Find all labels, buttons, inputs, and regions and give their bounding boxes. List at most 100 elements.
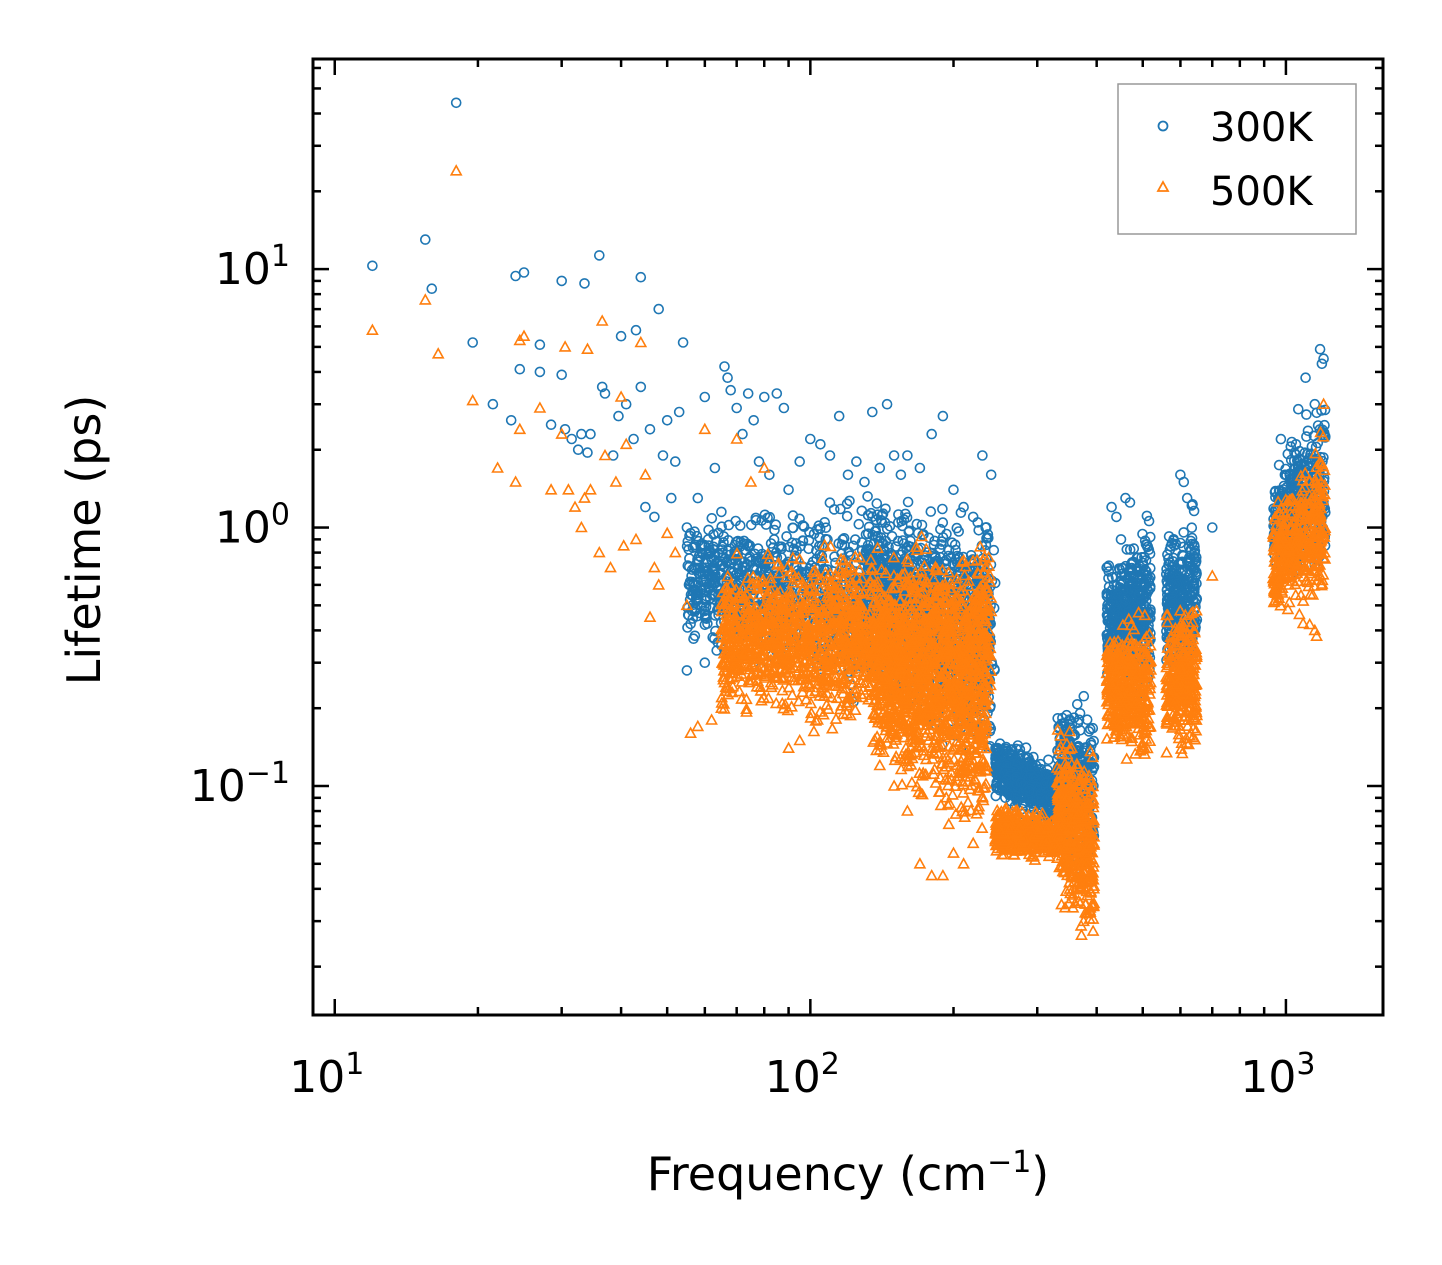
point-300K	[756, 563, 768, 574]
point-300K	[1314, 343, 1326, 355]
point-500K	[982, 559, 996, 571]
point-300K	[951, 522, 963, 534]
point-300K	[770, 547, 782, 558]
point-500K	[741, 571, 755, 583]
point-500K	[901, 555, 915, 567]
point-300K	[693, 550, 705, 562]
point-300K	[1178, 476, 1190, 488]
point-300K	[742, 388, 754, 399]
point-300K	[815, 438, 826, 450]
point-300K	[925, 506, 937, 517]
point-300K	[1138, 576, 1149, 588]
point-300K	[1309, 398, 1321, 410]
data-points	[366, 97, 1332, 940]
point-300K	[706, 512, 718, 524]
point-300K	[1020, 742, 1032, 754]
point-300K	[869, 526, 881, 537]
point-500K	[753, 680, 767, 692]
point-300K	[697, 568, 709, 580]
point-300K	[1186, 500, 1198, 511]
point-300K	[985, 469, 997, 481]
point-300K	[1137, 528, 1148, 540]
point-300K	[1285, 441, 1297, 452]
point-300K	[1106, 501, 1117, 513]
point-300K	[811, 545, 822, 556]
point-300K	[713, 527, 724, 539]
point-300K	[849, 534, 861, 545]
point-300K	[753, 456, 765, 467]
point-300K	[997, 784, 1009, 796]
point-300K	[716, 521, 728, 533]
point-300K	[731, 402, 743, 414]
point-500K	[853, 551, 867, 563]
point-300K	[1043, 754, 1054, 766]
point-300K	[1004, 789, 1015, 801]
point-300K	[613, 410, 624, 422]
point-300K	[702, 534, 714, 545]
point-300K	[841, 498, 853, 510]
point-300K	[843, 546, 855, 558]
point-500K	[885, 581, 898, 594]
point-300K	[695, 600, 706, 611]
point-300K	[699, 391, 711, 403]
point-300K	[1173, 564, 1185, 575]
point-300K	[1188, 581, 1200, 592]
point-300K	[988, 544, 1000, 556]
point-300K	[736, 564, 748, 576]
point-300K	[576, 428, 587, 440]
point-300K	[1103, 560, 1115, 572]
point-300K	[1139, 551, 1150, 563]
point-300K	[833, 410, 845, 422]
point-300K	[1102, 628, 1113, 640]
point-300K	[1302, 425, 1314, 437]
point-300K	[1106, 571, 1118, 583]
point-300K	[862, 491, 873, 502]
point-300K	[1142, 541, 1153, 553]
point-300K	[607, 450, 619, 461]
point-300K	[881, 398, 893, 410]
point-300K	[992, 750, 1004, 761]
point-300K	[1191, 578, 1202, 589]
point-300K	[1004, 783, 1016, 795]
point-300K	[937, 503, 948, 515]
point-500K	[799, 693, 813, 705]
point-300K	[967, 511, 979, 523]
point-300K	[750, 514, 762, 526]
point-300K	[1128, 543, 1140, 554]
point-300K	[1000, 743, 1011, 755]
point-500K	[816, 551, 830, 563]
point-300K	[1137, 567, 1149, 578]
point-300K	[886, 530, 898, 542]
point-300K	[722, 372, 733, 384]
point-300K	[941, 528, 952, 540]
point-300K	[717, 547, 728, 559]
point-300K	[814, 523, 826, 534]
point-300K	[781, 531, 792, 542]
point-300K	[630, 324, 642, 336]
point-300K	[1185, 544, 1197, 555]
point-300K	[1024, 785, 1035, 797]
point-300K	[762, 512, 773, 524]
point-300K	[692, 492, 704, 504]
point-300K	[844, 495, 855, 507]
point-300K	[880, 503, 891, 515]
point-300K	[1314, 424, 1326, 435]
point-300K	[981, 532, 992, 544]
point-300K	[803, 534, 815, 546]
point-300K	[599, 388, 611, 399]
point-300K	[804, 526, 815, 538]
point-300K	[1127, 576, 1138, 588]
point-300K	[1181, 492, 1193, 504]
point-500K	[832, 631, 846, 644]
point-500K	[752, 587, 766, 600]
point-300K	[1068, 729, 1080, 740]
point-300K	[1294, 453, 1305, 464]
point-500K	[891, 574, 905, 587]
point-300K	[419, 234, 431, 245]
point-300K	[902, 450, 913, 461]
point-300K	[545, 419, 557, 431]
point-300K	[835, 503, 846, 515]
point-500K	[735, 675, 749, 687]
point-300K	[816, 550, 828, 562]
point-500K	[825, 722, 839, 734]
